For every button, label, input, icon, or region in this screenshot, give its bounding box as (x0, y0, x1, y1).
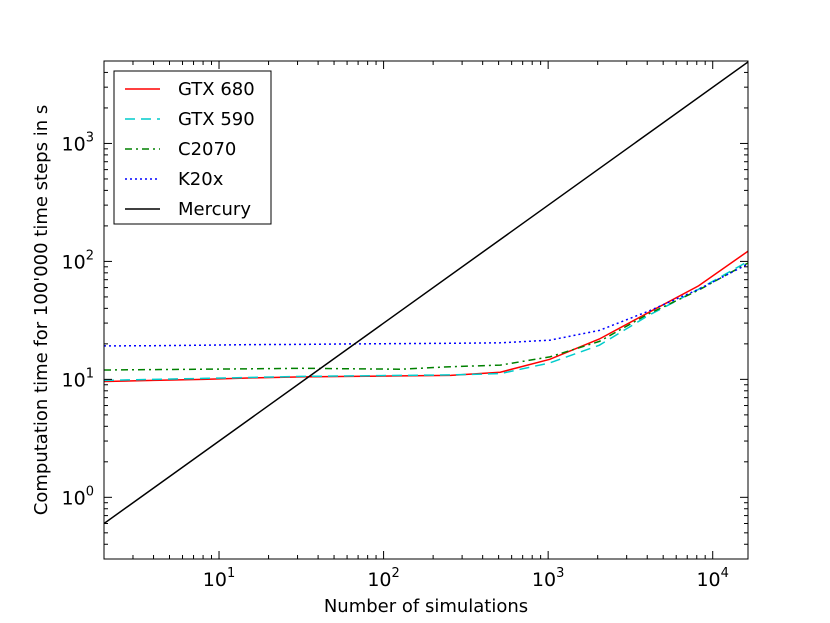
y-tick-label: 101 (62, 366, 94, 391)
legend-label-gtx-680: GTX 680 (178, 79, 255, 100)
series-line-mercury (104, 61, 748, 525)
x-tick-label: 102 (367, 566, 399, 591)
x-tick-label: 101 (203, 566, 235, 591)
legend: GTX 680 GTX 590 C2070 K20x Mercury (113, 70, 272, 225)
x-tick-label: 104 (696, 566, 728, 591)
y-tick-label: 100 (62, 484, 94, 509)
x-tick-label: 103 (532, 566, 564, 591)
x-axis-label: Number of simulations (324, 596, 528, 617)
tick-layer: 101 102 103 104 100 101 102 103 (62, 60, 748, 591)
legend-label-c2070: C2070 (178, 139, 236, 160)
legend-frame (113, 70, 272, 225)
series-line-k20x (104, 263, 748, 347)
y-tick-label: 103 (62, 130, 94, 155)
legend-label-k20x: K20x (178, 169, 224, 190)
series-line-gtx-590 (104, 260, 748, 382)
series-line-c2070 (104, 262, 748, 371)
legend-label-gtx-590: GTX 590 (178, 109, 255, 130)
plot-frame (103, 60, 749, 560)
y-axis-label: Computation time for 100'000 time steps … (31, 105, 52, 515)
series-layer (104, 61, 748, 525)
legend-label-mercury: Mercury (178, 199, 251, 220)
y-tick-label: 102 (62, 248, 94, 273)
